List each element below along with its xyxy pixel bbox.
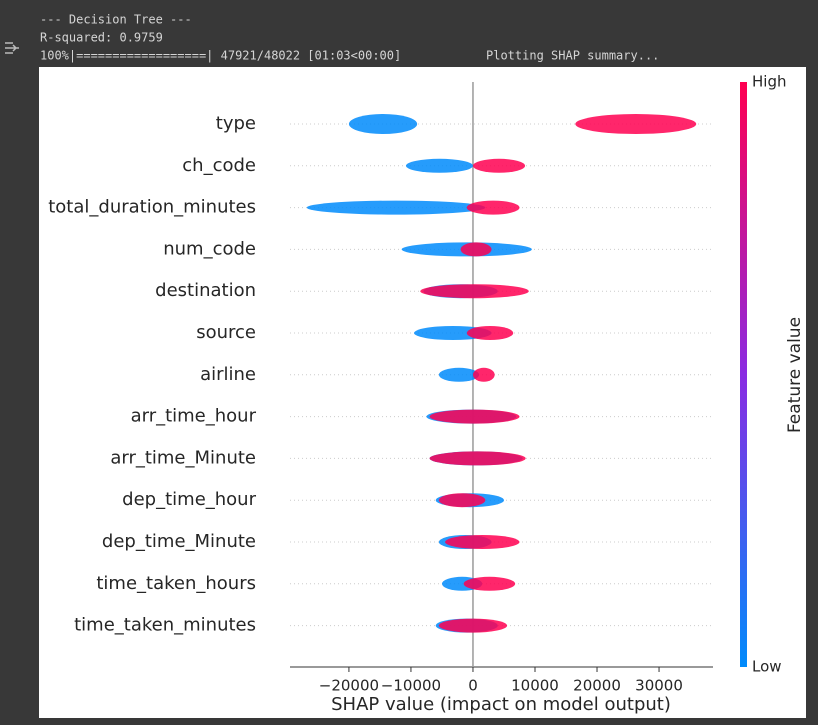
swarm-band <box>460 242 492 257</box>
feature-label: num_code <box>163 238 256 259</box>
output-line: R-squared: 0.9759 <box>40 31 163 45</box>
feature-label: dep_time_Minute <box>102 531 256 552</box>
feature-label: dep_time_hour <box>122 489 256 510</box>
swarm-band <box>420 284 529 299</box>
output-line: --- Decision Tree --- <box>40 13 192 27</box>
output-line: 100%|==================| 47921/48022 [01… <box>40 49 401 63</box>
feature-label: time_taken_hours <box>96 573 256 594</box>
swarm-band <box>405 158 473 173</box>
feature-label: type <box>216 113 256 134</box>
feature-label: arr_time_Minute <box>110 447 256 468</box>
plot-background <box>39 67 806 718</box>
feature-label: time_taken_minutes <box>74 615 256 636</box>
x-tick-label: −10000 <box>381 677 441 695</box>
swarm-band <box>445 535 520 549</box>
swarm-band <box>463 576 516 591</box>
x-tick-label: 10000 <box>511 677 559 695</box>
colorbar-label: Feature value <box>785 317 805 433</box>
x-tick-label: 20000 <box>573 677 621 695</box>
feature-label: total_duration_minutes <box>48 197 256 218</box>
swarm-band <box>466 200 520 215</box>
colorbar <box>740 82 747 667</box>
feature-label: arr_time_hour <box>131 406 257 427</box>
output-line: Plotting SHAP summary... <box>486 49 659 63</box>
x-axis-label: SHAP value (impact on model output) <box>331 694 671 715</box>
swarm-band <box>466 326 514 340</box>
colorbar-high: High <box>752 73 786 91</box>
swarm-band <box>438 618 508 633</box>
feature-label: destination <box>155 280 256 301</box>
swarm-band <box>575 114 697 134</box>
output-icon[interactable] <box>5 42 19 54</box>
swarm-band <box>429 409 520 424</box>
swarm-band <box>306 200 486 215</box>
x-tick-label: 0 <box>468 677 478 695</box>
feature-label: source <box>196 322 256 343</box>
swarm-band <box>472 367 495 382</box>
swarm-band <box>348 114 418 134</box>
swarm-band <box>429 451 526 466</box>
swarm-band <box>438 367 480 382</box>
x-tick-label: −20000 <box>319 677 379 695</box>
colorbar-low: Low <box>752 658 782 676</box>
feature-label: ch_code <box>182 155 256 176</box>
swarm-band <box>472 158 526 173</box>
swarm-band <box>438 493 486 508</box>
x-tick-label: 30000 <box>635 677 683 695</box>
feature-label: airline <box>200 364 256 385</box>
